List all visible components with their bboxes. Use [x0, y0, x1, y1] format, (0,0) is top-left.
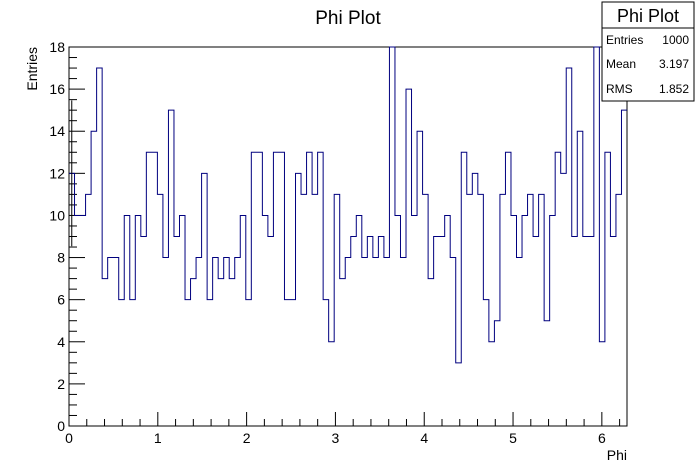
y-axis-label: Entries	[24, 47, 40, 91]
stats-mean-value: 3.197	[659, 57, 689, 71]
y-tick-label: 18	[49, 39, 65, 55]
y-tick-label: 4	[57, 334, 65, 350]
y-tick-label: 12	[49, 165, 65, 181]
x-tick-label: 0	[65, 430, 73, 446]
stats-entries-value: 1000	[662, 33, 689, 47]
stats-box: Phi Plot Entries 1000 Mean 3.197 RMS 1.8…	[601, 1, 695, 102]
stats-rms-value: 1.852	[659, 82, 689, 96]
chart-title: Phi Plot	[315, 8, 381, 29]
y-tick-label: 16	[49, 81, 65, 97]
stats-rms-label: RMS	[606, 82, 633, 96]
y-tick-label: 14	[49, 123, 65, 139]
stats-entries-label: Entries	[606, 33, 643, 47]
y-tick-label: 0	[57, 418, 65, 434]
histogram-line	[69, 46, 627, 364]
x-tick-label: 4	[420, 430, 428, 446]
y-tick-label: 6	[57, 292, 65, 308]
y-tick-label: 2	[57, 376, 65, 392]
x-tick-label: 5	[509, 430, 517, 446]
x-tick-label: 3	[332, 430, 340, 446]
y-tick-label: 8	[57, 250, 65, 266]
stats-box-title: Phi Plot	[617, 6, 679, 26]
x-axis-label: Phi	[607, 447, 627, 463]
y-tick-label: 10	[49, 207, 65, 223]
x-tick-label: 6	[598, 430, 606, 446]
stats-mean-label: Mean	[606, 57, 636, 71]
x-tick-label: 2	[243, 430, 251, 446]
plot-frame	[68, 46, 628, 427]
x-tick-label: 1	[154, 430, 162, 446]
